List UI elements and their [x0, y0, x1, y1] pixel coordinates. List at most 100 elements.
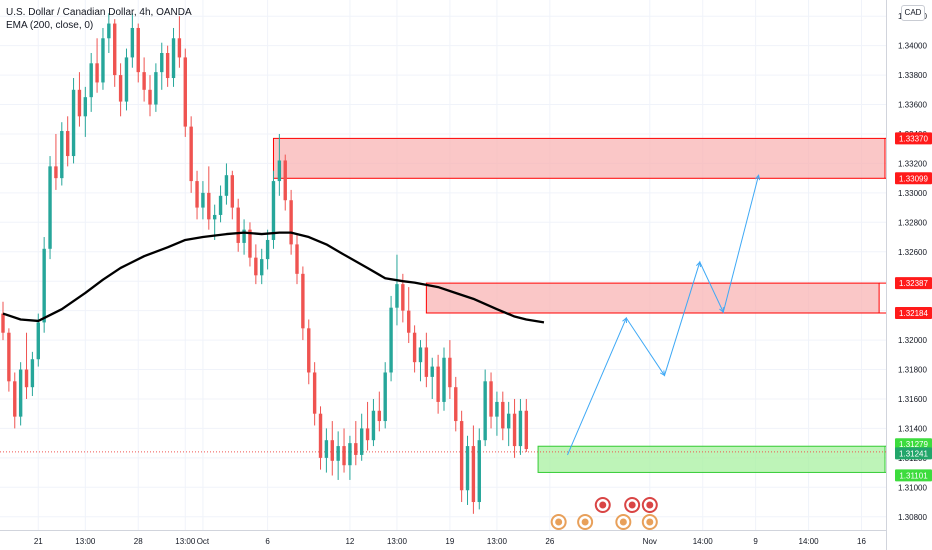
candle-body [506, 413, 511, 429]
candle-body [442, 357, 446, 402]
candle-body [1, 313, 5, 333]
candle-body [489, 381, 493, 417]
candle-body [342, 446, 346, 466]
time-tick-label: 13:00 [75, 537, 96, 546]
economic-event-dot [646, 501, 654, 509]
price-label-text: 1.31279 [899, 440, 928, 449]
candle-body [7, 332, 11, 382]
price-tick-label: 1.33800 [898, 71, 927, 80]
price-tick-label: 1.31400 [898, 424, 927, 433]
price-tick-label: 1.31800 [898, 366, 927, 375]
candle-body [212, 214, 217, 220]
candle-body [330, 440, 334, 461]
candle-body [471, 446, 476, 503]
time-tick-label: 13:00 [175, 537, 196, 546]
candle-body [13, 381, 17, 417]
price-label-badge [895, 469, 932, 482]
candle-body [518, 410, 523, 447]
time-tick-label: 14:00 [693, 537, 714, 546]
candle-body [377, 410, 382, 422]
candle-body [118, 75, 123, 102]
candle-body [248, 229, 252, 258]
time-tick-label: 28 [134, 537, 143, 546]
candle-body [407, 310, 411, 333]
candle-body [142, 72, 146, 90]
price-label-badge [895, 132, 932, 145]
candle-body [260, 259, 264, 276]
candle-body [48, 166, 52, 249]
candle-body [183, 57, 187, 127]
projection-path [567, 175, 760, 456]
price-tick-label: 1.32800 [898, 218, 927, 227]
candle-body [283, 160, 287, 201]
price-tick-label: 1.34000 [898, 42, 927, 51]
candle-body [495, 401, 499, 417]
candle-body [524, 410, 529, 450]
candle-body [242, 229, 246, 243]
time-tick-label: 14:00 [799, 537, 820, 546]
candle-body [148, 89, 152, 105]
candle-body [101, 38, 105, 83]
economic-event-dot [599, 501, 607, 509]
price-label-text: 1.31101 [899, 471, 928, 480]
price-label-badge [895, 172, 932, 185]
candle-body [289, 200, 293, 245]
time-tick-label: 6 [265, 537, 270, 546]
candle-body [113, 23, 117, 76]
candle-body [177, 38, 182, 58]
candle-body [224, 175, 229, 196]
candle-body [230, 175, 235, 208]
currency-button[interactable]: CAD [901, 5, 925, 21]
time-tick-label: 12 [345, 537, 354, 546]
price-label-badge [895, 438, 932, 451]
zone-support [537, 445, 886, 473]
candle-body [401, 284, 405, 311]
candle-body [189, 126, 193, 182]
candle-body [459, 421, 464, 491]
candle-body [436, 366, 440, 402]
zone-resistance-lower [425, 282, 880, 314]
candle-body [95, 63, 99, 83]
candle-body [254, 257, 258, 276]
candle-body [218, 195, 223, 215]
candle-body [307, 328, 311, 373]
price-tick-label: 1.32600 [898, 248, 927, 257]
chart-legend: U.S. Dollar / Canadian Dollar, 4h, OANDA… [6, 6, 192, 32]
price-tick-label: 1.32000 [898, 336, 927, 345]
candle-body [42, 248, 46, 323]
candle-body [201, 192, 205, 208]
price-tick-label: 1.33600 [898, 101, 927, 110]
candle-body [395, 284, 399, 308]
candle-body [171, 38, 176, 79]
indicator-label: EMA (200, close, 0) [6, 20, 94, 31]
price-label-text: 1.33370 [899, 134, 928, 143]
candle-body [195, 181, 199, 208]
candle-body [371, 410, 376, 441]
candle-body [454, 387, 458, 422]
candle-body [265, 239, 270, 260]
candle-body [312, 372, 317, 414]
price-label-badge [895, 306, 932, 319]
time-tick-label: 21 [34, 537, 43, 546]
candle-body [71, 89, 76, 157]
candle-body [512, 413, 517, 447]
candle-body [154, 72, 158, 105]
time-tick-label: 9 [753, 537, 758, 546]
price-tick-label: 1.30800 [898, 513, 927, 522]
candle-body [424, 347, 429, 377]
candle-body [130, 27, 135, 58]
projection-arrowhead [719, 307, 724, 314]
candle-body [359, 428, 364, 455]
candle-body [107, 23, 111, 39]
candle-body [60, 131, 64, 179]
economic-event-dot [628, 501, 636, 509]
time-tick-label: Nov [643, 537, 657, 546]
candle-body [354, 443, 358, 455]
candle-body [501, 401, 505, 429]
candle-body [301, 273, 305, 329]
candle-body [389, 307, 393, 373]
candle-body [30, 359, 35, 388]
economic-event-dot [581, 518, 589, 526]
candle-body [365, 428, 370, 441]
